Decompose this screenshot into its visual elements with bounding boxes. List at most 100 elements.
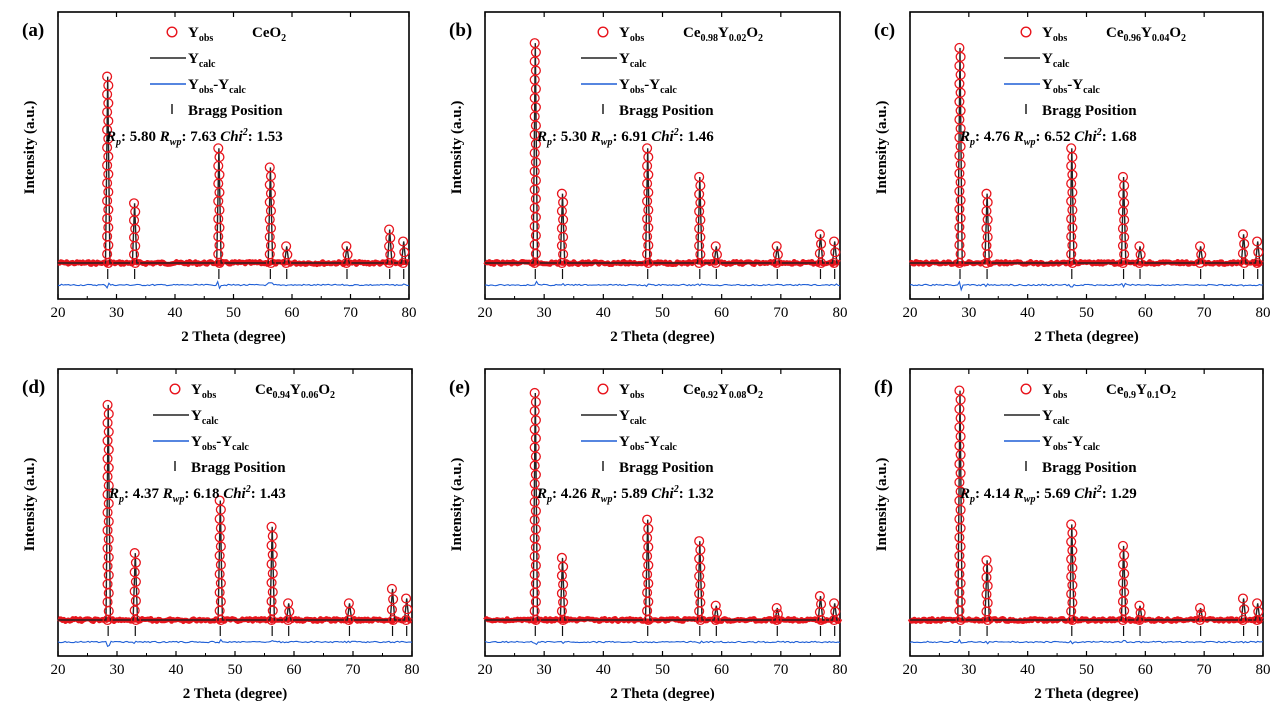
observed-point bbox=[267, 605, 278, 616]
x-tick-label: 20 bbox=[478, 305, 493, 321]
legend-diff-label: Yobs-Ycalc bbox=[191, 434, 249, 453]
observed-point bbox=[982, 614, 993, 626]
x-tick-label: 30 bbox=[110, 662, 125, 678]
observed-point bbox=[1237, 229, 1249, 240]
legend-bragg-label: Bragg Position bbox=[1042, 460, 1137, 476]
difference-line bbox=[909, 638, 1264, 645]
observed-point bbox=[1135, 607, 1146, 618]
observed-point bbox=[1066, 588, 1077, 599]
observed-point bbox=[955, 195, 966, 206]
x-tick-label: 80 bbox=[1256, 662, 1271, 678]
legend-obs-label: Yobs bbox=[1042, 25, 1067, 44]
x-axis-label: 2 Theta (degree) bbox=[1034, 686, 1138, 702]
observed-point bbox=[130, 240, 141, 251]
x-tick-label: 70 bbox=[1197, 305, 1212, 321]
observed-point bbox=[529, 569, 540, 580]
x-axis-label: 2 Theta (degree) bbox=[610, 329, 714, 345]
observed-point bbox=[955, 614, 966, 626]
x-tick-label: 70 bbox=[346, 662, 361, 678]
observed-point bbox=[102, 561, 113, 572]
observed-point bbox=[386, 583, 397, 594]
x-tick-label: 50 bbox=[655, 662, 670, 678]
observed-point bbox=[529, 257, 540, 269]
observed-point bbox=[402, 604, 413, 615]
legend-obs-label: Yobs bbox=[619, 25, 644, 44]
observed-point bbox=[955, 541, 966, 552]
x-tick-label: 20 bbox=[51, 305, 66, 321]
observed-point bbox=[1067, 257, 1078, 269]
observed-point bbox=[814, 229, 825, 240]
observed-point bbox=[643, 614, 654, 626]
refinement-stats: Rp: 4.76 Rwp: 6.52 Chi2: 1.68 bbox=[959, 127, 1137, 148]
composition-label: Ce0.96Y0.04O2 bbox=[1106, 25, 1186, 44]
observed-point bbox=[341, 257, 352, 269]
observed-point bbox=[388, 594, 399, 605]
observed-point bbox=[530, 212, 541, 223]
observed-point bbox=[343, 614, 354, 626]
observed-point bbox=[264, 231, 275, 242]
observed-point bbox=[1194, 602, 1206, 614]
observed-point bbox=[103, 552, 114, 563]
composition-label: Ce0.92Y0.08O2 bbox=[683, 382, 763, 401]
y-axis-label: Intensity (a.u.) bbox=[22, 101, 38, 195]
observed-point bbox=[384, 257, 395, 269]
observed-point bbox=[398, 236, 409, 247]
observed-point bbox=[1252, 257, 1263, 269]
chart-panel-c: 20 30 40 50 60 70 80 2 Theta (degree) Intensity … bbox=[874, 11, 1271, 345]
observed-point bbox=[530, 193, 541, 204]
x-tick-label: 30 bbox=[109, 305, 124, 321]
observed-point bbox=[710, 257, 721, 269]
composition-label: CeO2 bbox=[252, 25, 286, 44]
observed-point bbox=[265, 240, 277, 251]
observed-point bbox=[399, 247, 410, 258]
observed-point bbox=[129, 567, 140, 578]
y-axis-label: Intensity (a.u.) bbox=[449, 458, 465, 552]
difference-line bbox=[484, 640, 841, 646]
legend-obs-label: Yobs bbox=[619, 382, 644, 401]
observed-point bbox=[401, 614, 412, 626]
composition-label: Ce0.98Y0.02O2 bbox=[683, 25, 763, 44]
observed-point bbox=[771, 602, 782, 614]
x-tick-label: 50 bbox=[1079, 662, 1094, 678]
legend-obs-marker bbox=[169, 383, 181, 395]
calculated-line bbox=[58, 404, 412, 621]
observed-point bbox=[816, 257, 827, 269]
observed-point bbox=[1252, 614, 1263, 626]
observed-point bbox=[401, 593, 412, 604]
panel-label: (b) bbox=[449, 20, 472, 41]
x-tick-label: 40 bbox=[168, 305, 183, 321]
legend-calc-label: Ycalc bbox=[1042, 408, 1070, 427]
observed-point bbox=[643, 222, 654, 233]
x-tick-label: 70 bbox=[1197, 662, 1212, 678]
observed-point bbox=[816, 599, 827, 610]
observed-point bbox=[1239, 257, 1250, 269]
legend-obs-marker bbox=[166, 26, 178, 38]
observed-point bbox=[129, 586, 140, 597]
observed-point bbox=[529, 202, 540, 214]
observed-point bbox=[102, 543, 113, 554]
legend-obs-marker bbox=[1020, 383, 1032, 395]
legend-bragg-label: Bragg Position bbox=[191, 460, 286, 476]
observed-point bbox=[1194, 257, 1206, 269]
observed-point bbox=[386, 604, 397, 615]
observed-point bbox=[530, 542, 541, 553]
difference-line bbox=[909, 280, 1264, 292]
observed-point bbox=[1117, 596, 1129, 607]
observed-point bbox=[1237, 614, 1249, 626]
observed-point bbox=[530, 175, 541, 186]
x-tick-label: 40 bbox=[169, 662, 184, 678]
observed-point bbox=[529, 551, 540, 562]
observed-point bbox=[398, 257, 409, 269]
observed-point bbox=[954, 569, 965, 580]
legend-calc-label: Ycalc bbox=[188, 51, 216, 70]
observed-point bbox=[695, 232, 706, 243]
observed-point bbox=[1134, 600, 1145, 611]
difference-line bbox=[57, 638, 413, 648]
observed-point bbox=[214, 587, 225, 598]
observed-point bbox=[556, 240, 567, 251]
calculated-line bbox=[485, 43, 840, 264]
observed-point bbox=[103, 570, 114, 581]
observed-point bbox=[103, 534, 114, 545]
x-tick-label: 30 bbox=[961, 662, 976, 678]
observed-point bbox=[102, 195, 113, 206]
